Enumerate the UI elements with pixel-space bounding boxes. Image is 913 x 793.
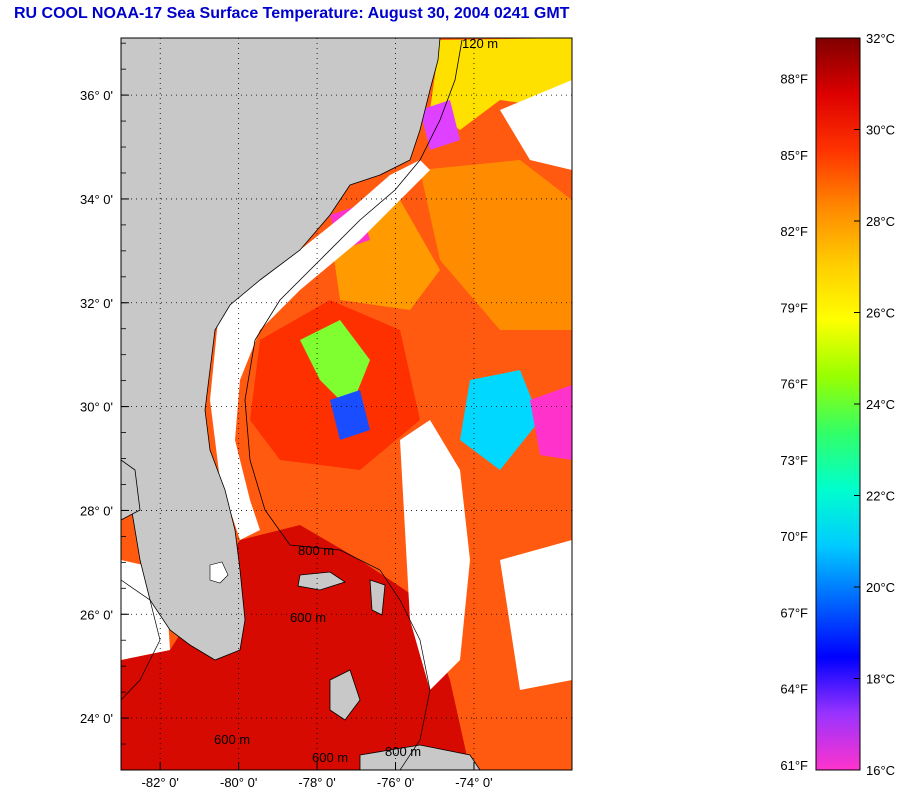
map-plot-area: 120 m 800 m 600 m 600 m 600 m 800 m xyxy=(121,36,572,770)
fahrenheit-label: 64°F xyxy=(780,682,808,697)
land-cuba-edge xyxy=(359,744,481,770)
fahrenheit-label: 88°F xyxy=(780,72,808,87)
fahrenheit-label: 79°F xyxy=(780,300,808,315)
latitude-tick-label: 34° 0' xyxy=(80,192,113,207)
map-title: RU COOL NOAA-17 Sea Surface Temperature:… xyxy=(14,5,570,22)
longitude-tick-label: -78° 0' xyxy=(298,775,335,790)
sst-cyan-filament xyxy=(460,370,540,470)
celsius-label: 22°C xyxy=(866,489,895,504)
longitude-tick-label: -80° 0' xyxy=(220,775,257,790)
fahrenheit-label: 73°F xyxy=(780,453,808,468)
land-bahamas-abaco xyxy=(369,579,386,616)
bathymetry-contour-shelf xyxy=(244,39,463,546)
lake-okeechobee xyxy=(209,561,229,584)
cloud-mask-offshore xyxy=(400,420,470,690)
latitude-tick-label: 36° 0' xyxy=(80,88,113,103)
longitude-tick-label: -74° 0' xyxy=(455,775,492,790)
celsius-label: 30°C xyxy=(866,123,895,138)
celsius-label: 26°C xyxy=(866,306,895,321)
land-bahamas-grand xyxy=(297,571,346,591)
land-mass-southeast-us xyxy=(121,38,441,661)
fahrenheit-label: 82°F xyxy=(780,224,808,239)
longitude-tick-label: -82° 0' xyxy=(142,775,179,790)
sst-green-filament xyxy=(300,320,370,410)
land-florida-gulf-coast xyxy=(121,459,141,521)
colorbar-fahrenheit-scale: 88°F 85°F 82°F 79°F 76°F 73°F 70°F 67°F 64°F 61°F xyxy=(780,72,808,773)
cloud-mask-east xyxy=(500,540,572,690)
cloud-mask-ne xyxy=(500,80,572,170)
longitude-tick-label: -76° 0' xyxy=(377,775,414,790)
colorbar xyxy=(815,37,861,771)
contour-label: 600 m xyxy=(290,610,326,625)
latitude-tick-label: 28° 0' xyxy=(80,503,113,518)
latitude-tick-label: 32° 0' xyxy=(80,296,113,311)
celsius-label: 24°C xyxy=(866,397,895,412)
bathymetry-contour-gulf xyxy=(121,579,161,701)
fahrenheit-label: 85°F xyxy=(780,148,808,163)
sst-blue-filament xyxy=(330,390,370,440)
sst-orange-band xyxy=(420,160,572,330)
celsius-label: 18°C xyxy=(866,672,895,687)
sst-magenta-patch-3 xyxy=(420,100,460,150)
sst-magenta-patch xyxy=(530,385,572,460)
latitude-tick-label: 26° 0' xyxy=(80,607,113,622)
longitude-axis: -82° 0' -80° 0' -78° 0' -76° 0' -74° 0' xyxy=(142,762,493,790)
latitude-axis: 36° 0' 34° 0' 32° 0' 30° 0' 28° 0' 26° 0' 24° … xyxy=(80,42,129,771)
contour-label: 120 m xyxy=(462,36,498,51)
sst-yellow-filament xyxy=(430,38,572,130)
celsius-label: 32°C xyxy=(866,31,895,46)
contour-label: 600 m xyxy=(214,732,250,747)
bathymetry-contour-bahamas xyxy=(289,544,431,770)
latitude-tick-label: 24° 0' xyxy=(80,711,113,726)
graticule xyxy=(121,38,572,770)
fahrenheit-label: 76°F xyxy=(780,377,808,392)
map-frame xyxy=(120,37,573,771)
celsius-label: 16°C xyxy=(866,763,895,778)
cloud-mask-shelf xyxy=(210,160,430,540)
fahrenheit-label: 67°F xyxy=(780,605,808,620)
colorbar-celsius-scale: 32°C 30°C 28°C 26°C 24°C 22°C 20°C 18°C 16°C xyxy=(854,31,895,778)
celsius-label: 20°C xyxy=(866,580,895,595)
fahrenheit-label: 70°F xyxy=(780,529,808,544)
celsius-label: 28°C xyxy=(866,214,895,229)
contour-label: 600 m xyxy=(312,750,348,765)
land-bahamas-andros xyxy=(329,669,361,721)
fahrenheit-label: 61°F xyxy=(780,758,808,773)
contour-label: 800 m xyxy=(385,744,421,759)
latitude-tick-label: 30° 0' xyxy=(80,400,113,415)
contour-label: 800 m xyxy=(298,543,334,558)
